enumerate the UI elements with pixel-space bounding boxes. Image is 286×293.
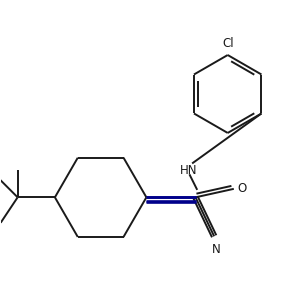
Text: O: O <box>238 182 247 195</box>
Text: N: N <box>211 243 220 256</box>
Text: HN: HN <box>180 164 198 177</box>
Text: Cl: Cl <box>222 37 233 50</box>
